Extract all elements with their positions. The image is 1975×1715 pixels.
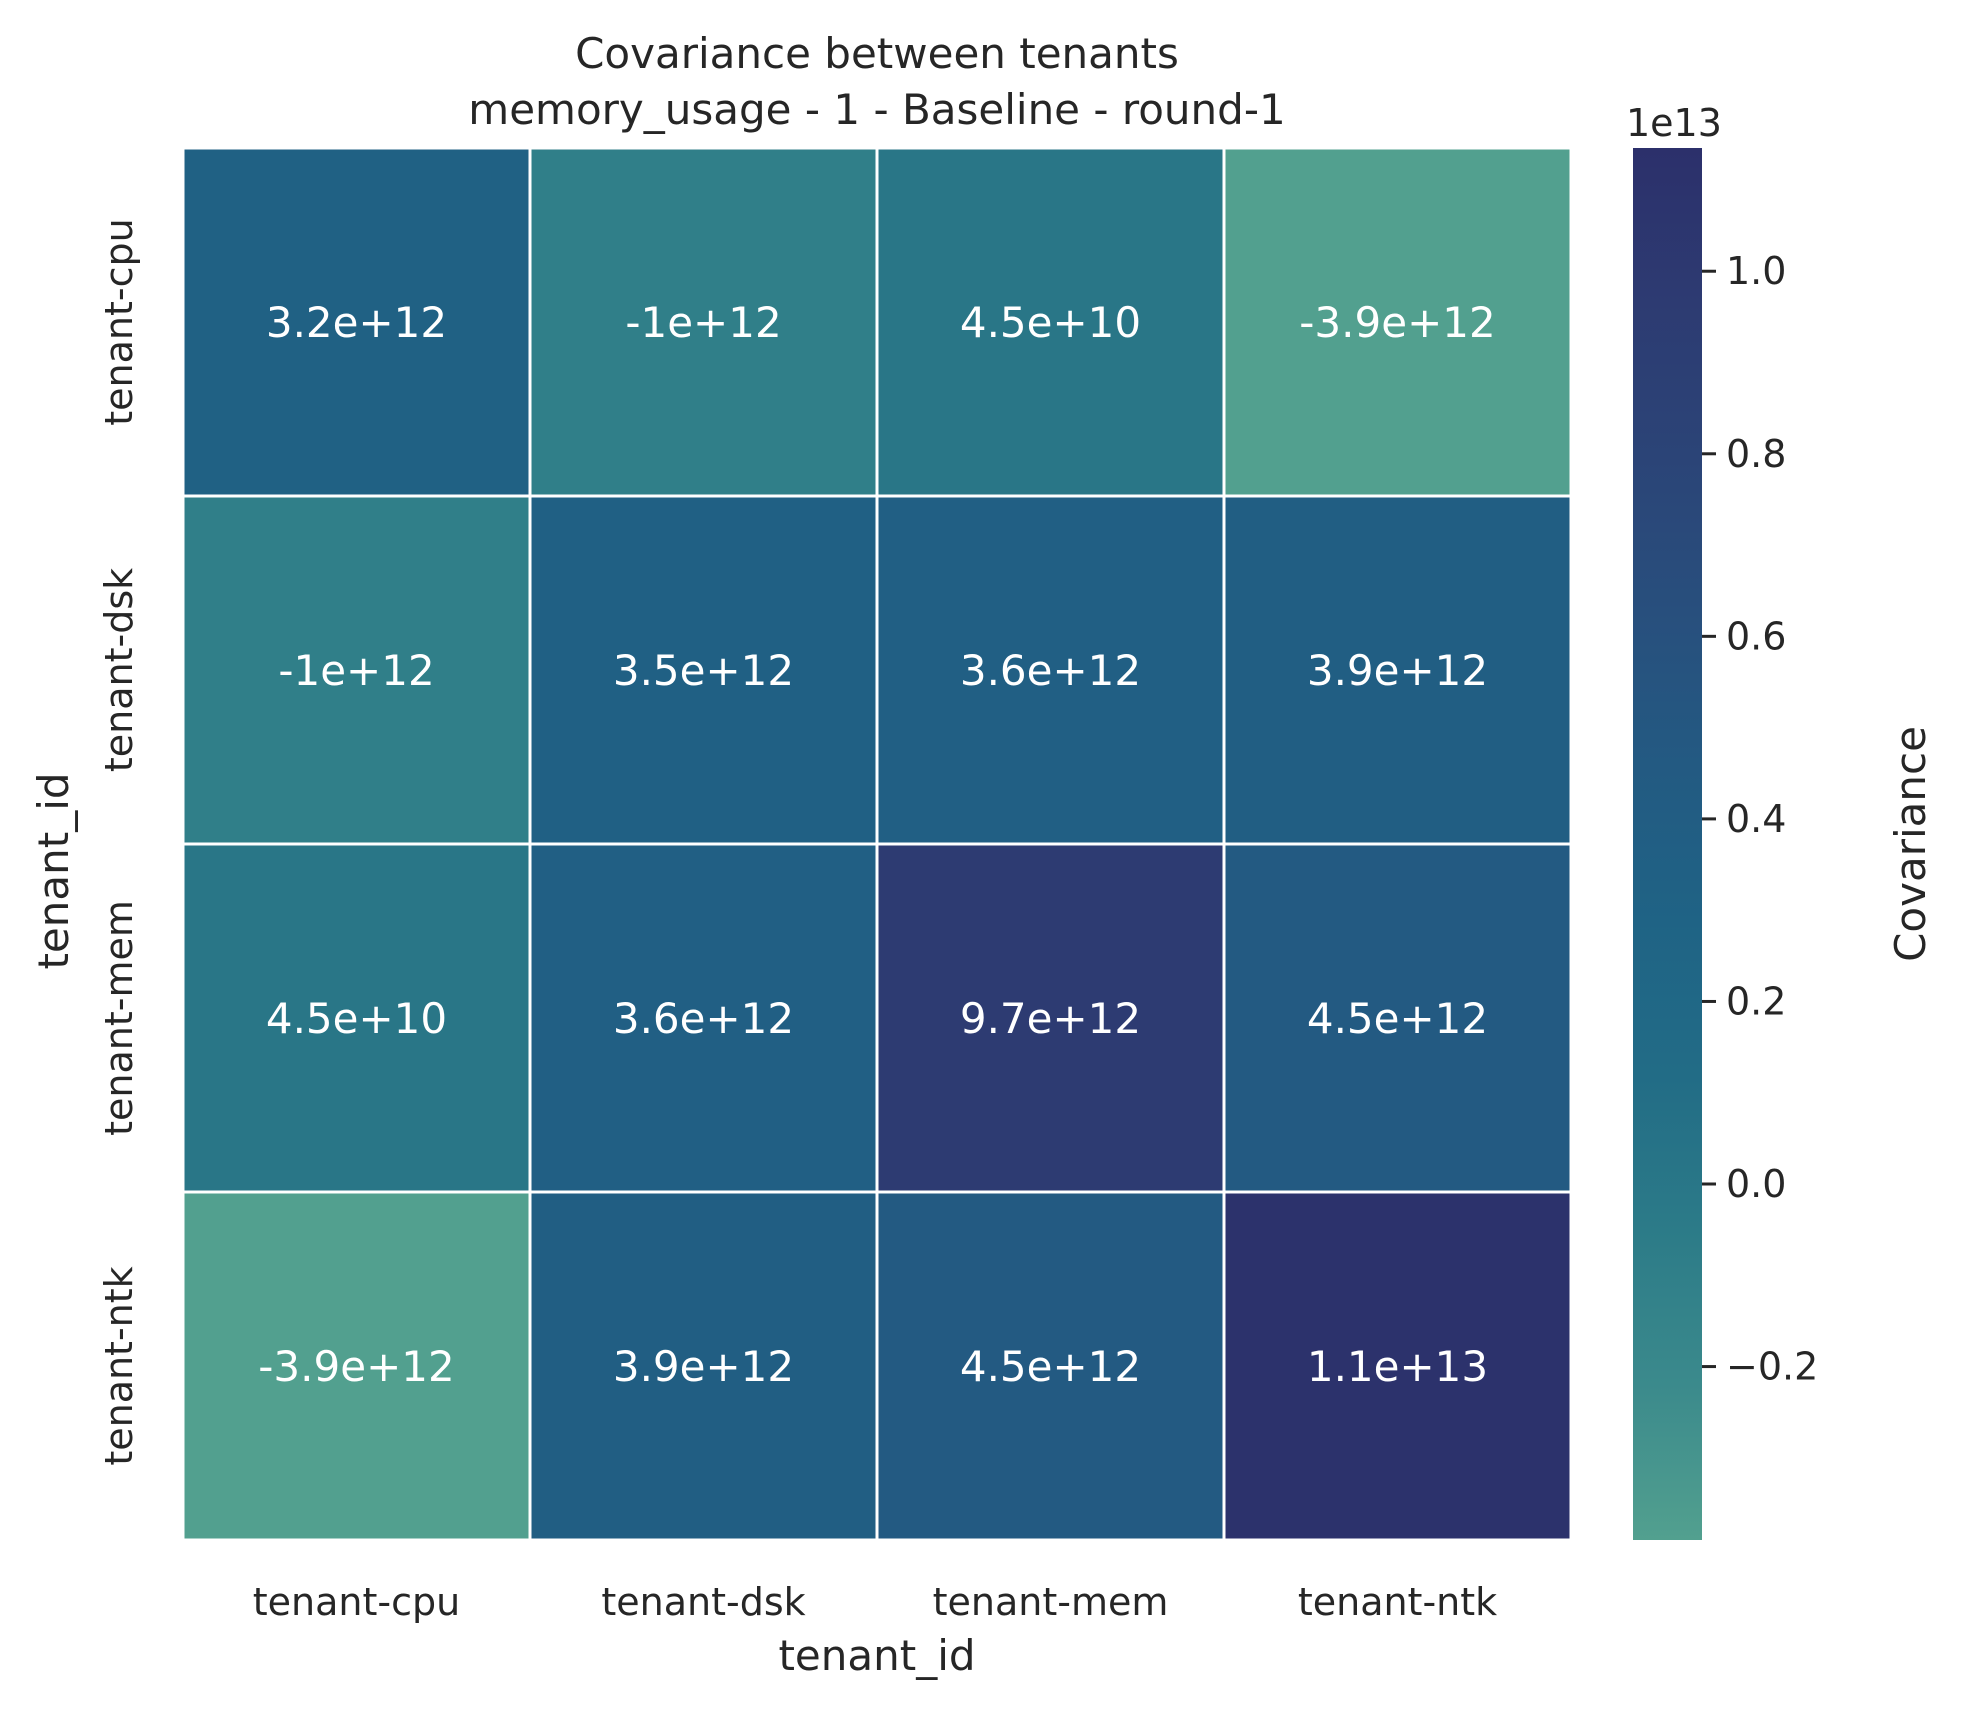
x-tick-label: tenant-dsk (601, 1580, 805, 1624)
colorbar (1633, 148, 1702, 1540)
heatmap-cell-tenant-dsk-tenant-ntk (1222, 494, 1573, 846)
y-axis-label: tenant_id (29, 772, 78, 969)
cell-value-label: 3.6e+12 (613, 994, 794, 1043)
colorbar-tick-label: 0.4 (1726, 797, 1786, 841)
cell-value-label: 9.7e+12 (960, 994, 1141, 1043)
cell-value-label: -3.9e+12 (1299, 298, 1495, 347)
colorbar-tick-label: 0.6 (1726, 614, 1786, 658)
heatmap-cell-tenant-dsk-tenant-dsk (528, 494, 879, 846)
cell-value-label: -1e+12 (625, 298, 781, 347)
chart-title: Covariance between tenants (575, 29, 1179, 78)
heatmap-cell-tenant-ntk-tenant-cpu (181, 1190, 532, 1542)
colorbar-tick-label: 0.0 (1726, 1162, 1786, 1206)
cell-value-label: 4.5e+10 (266, 994, 447, 1043)
cell-value-label: 3.6e+12 (960, 646, 1141, 695)
colorbar-ticks: −0.2 0.0 0.2 0.4 0.6 0.8 1.0 (1702, 249, 1818, 1389)
y-tick-label: tenant-mem (97, 900, 141, 1136)
heatmap-cell-tenant-cpu-tenant-dsk (528, 146, 879, 498)
colorbar-label: Covariance (1886, 726, 1935, 962)
heatmap-cell-tenant-mem-tenant-dsk (528, 842, 879, 1194)
cell-value-label: -1e+12 (278, 646, 434, 695)
heatmap-cell-tenant-ntk-tenant-dsk (528, 1190, 879, 1542)
cell-value-label: 4.5e+12 (960, 1342, 1141, 1391)
colorbar-offset-text: 1e13 (1626, 101, 1722, 145)
heatmap-cell-tenant-cpu-tenant-ntk (1222, 146, 1573, 498)
x-tick-label: tenant-ntk (1298, 1580, 1497, 1624)
heatmap-cell-tenant-cpu-tenant-mem (875, 146, 1226, 498)
colorbar-tick-label: 1.0 (1726, 249, 1786, 293)
cell-value-label: 3.9e+12 (1307, 646, 1488, 695)
cell-value-label: 1.1e+13 (1307, 1342, 1488, 1391)
heatmap-cell-tenant-dsk-tenant-cpu (181, 494, 532, 846)
colorbar-tick-label: −0.2 (1726, 1345, 1818, 1389)
x-axis-label: tenant_id (778, 1631, 975, 1680)
chart-subtitle: memory_usage - 1 - Baseline - round-1 (468, 85, 1285, 134)
cell-value-label: 3.2e+12 (266, 298, 447, 347)
heatmap-cell-tenant-cpu-tenant-cpu (181, 146, 532, 498)
y-tick-label: tenant-cpu (97, 218, 141, 425)
heatmap-cell-tenant-ntk-tenant-mem (875, 1190, 1226, 1542)
cell-value-label: -3.9e+12 (258, 1342, 454, 1391)
heatmap-cells (181, 146, 1573, 1542)
cell-value-label: 4.5e+12 (1307, 994, 1488, 1043)
cell-value-label: 3.9e+12 (613, 1342, 794, 1391)
colorbar-tick-label: 0.8 (1726, 432, 1786, 476)
x-tick-label: tenant-mem (933, 1580, 1169, 1624)
y-axis-tick-labels: tenant-cpu tenant-dsk tenant-mem tenant-ntk (97, 218, 141, 1465)
heatmap-cell-labels: 3.2e+12 -1e+12 4.5e+10 -3.9e+12 -1e+12 3.5e+1… (258, 298, 1495, 1391)
colorbar-tick-label: 0.2 (1726, 979, 1786, 1023)
cell-value-label: 3.5e+12 (613, 646, 794, 695)
x-axis-tick-labels: tenant-cpu tenant-dsk tenant-mem tenant-ntk (253, 1580, 1497, 1624)
heatmap-cell-tenant-ntk-tenant-ntk (1222, 1190, 1573, 1542)
y-tick-label: tenant-dsk (97, 568, 141, 772)
y-tick-label: tenant-ntk (97, 1266, 141, 1465)
x-tick-label: tenant-cpu (253, 1580, 460, 1624)
heatmap-cell-tenant-mem-tenant-ntk (1222, 842, 1573, 1194)
cell-value-label: 4.5e+10 (960, 298, 1141, 347)
